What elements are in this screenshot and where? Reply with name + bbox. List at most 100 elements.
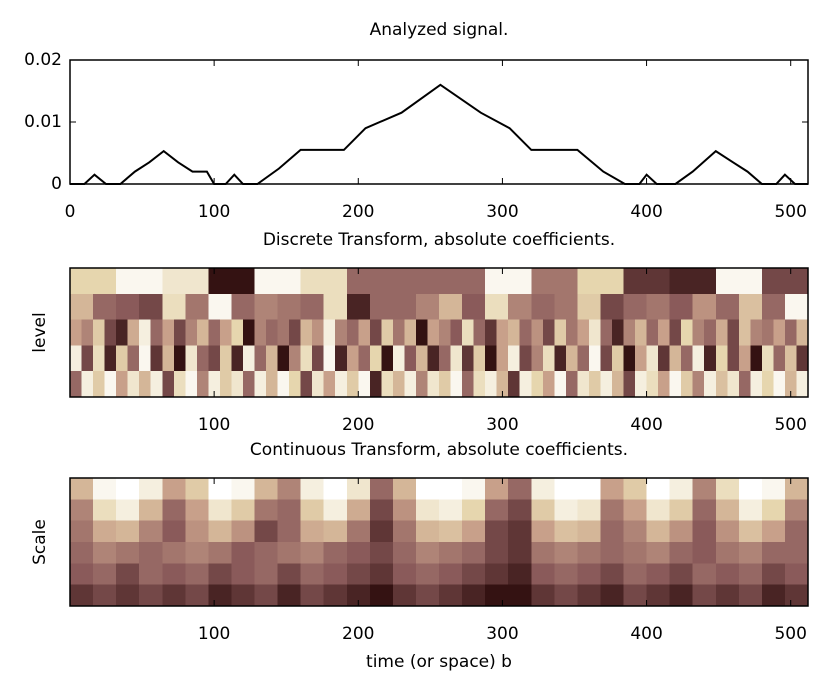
- cell: [196, 345, 209, 372]
- cell: [738, 478, 763, 500]
- cell: [554, 478, 578, 500]
- cell: [508, 478, 532, 500]
- cell: [796, 371, 809, 398]
- cell: [715, 293, 740, 321]
- cell: [254, 319, 267, 346]
- cell: [427, 371, 440, 398]
- cell: [346, 584, 371, 607]
- x-tick-label: 200: [342, 202, 374, 222]
- cell: [369, 371, 382, 398]
- cell: [496, 345, 509, 372]
- cell: [346, 542, 371, 564]
- cell: [93, 542, 117, 564]
- cell: [692, 499, 717, 522]
- cell: [104, 345, 117, 372]
- cell: [577, 371, 590, 398]
- cell: [242, 371, 255, 398]
- cell: [611, 319, 624, 346]
- cell: [116, 584, 140, 607]
- cell: [323, 371, 336, 398]
- cell: [81, 345, 94, 372]
- cell: [658, 371, 671, 398]
- x-tick-label: 100: [198, 624, 230, 644]
- cell: [208, 563, 232, 586]
- cell: [669, 584, 694, 607]
- cell: [508, 584, 532, 607]
- cell: [127, 345, 140, 372]
- y-tick-label: 0.01: [24, 112, 62, 132]
- cell: [70, 293, 94, 321]
- cell: [231, 542, 255, 564]
- cell: [784, 520, 809, 543]
- cell: [784, 542, 809, 564]
- cell: [600, 520, 624, 543]
- cell: [485, 268, 532, 295]
- cell: [185, 563, 209, 586]
- cell: [369, 319, 382, 346]
- cell: [669, 319, 682, 346]
- cell: [600, 542, 624, 564]
- cell: [439, 268, 486, 295]
- cell: [242, 319, 255, 346]
- cell: [462, 345, 475, 372]
- cell: [519, 319, 532, 346]
- cell: [208, 499, 232, 522]
- cell: [323, 345, 336, 372]
- cell: [369, 345, 382, 372]
- x-axis-label: time (or space) b: [366, 652, 512, 672]
- cell: [277, 478, 302, 500]
- cell: [784, 478, 809, 500]
- cell: [346, 319, 359, 346]
- cell: [635, 319, 648, 346]
- cell: [554, 542, 578, 564]
- cell: [116, 371, 129, 398]
- cell: [623, 293, 648, 321]
- cell: [196, 371, 209, 398]
- cell: [335, 345, 348, 372]
- cell: [542, 319, 555, 346]
- cell: [784, 345, 797, 372]
- cell: [300, 371, 313, 398]
- cell: [450, 319, 463, 346]
- cell: [312, 371, 325, 398]
- cell: [196, 319, 209, 346]
- cell: [623, 345, 636, 372]
- cell: [554, 584, 578, 607]
- cell: [508, 499, 532, 522]
- cell: [381, 371, 394, 398]
- x-tick-label: 400: [630, 415, 662, 435]
- cell: [462, 563, 486, 586]
- cell: [254, 584, 279, 607]
- cell: [185, 499, 209, 522]
- cell: [784, 499, 809, 522]
- cell: [415, 542, 440, 564]
- cell: [623, 563, 648, 586]
- cell: [646, 319, 659, 346]
- cell: [531, 293, 555, 321]
- cell: [623, 542, 648, 564]
- cell: [692, 478, 717, 500]
- cell: [415, 520, 440, 543]
- cell: [231, 563, 255, 586]
- cell: [577, 345, 590, 372]
- cell: [162, 478, 186, 500]
- cell: [704, 345, 717, 372]
- cell: [254, 293, 279, 321]
- signal-line: [70, 83, 808, 185]
- cell: [462, 371, 475, 398]
- x-tick-label: 200: [342, 415, 374, 435]
- cell: [404, 371, 417, 398]
- cell: [150, 371, 163, 398]
- cell: [439, 584, 463, 607]
- cell: [704, 371, 717, 398]
- cell: [658, 319, 671, 346]
- cell: [116, 520, 140, 543]
- cell: [70, 478, 94, 500]
- cell: [173, 345, 186, 372]
- y-axis-label: Scale: [30, 519, 50, 565]
- cell: [439, 478, 463, 500]
- cell: [185, 293, 209, 321]
- cell: [208, 345, 221, 372]
- cell: [427, 345, 440, 372]
- cell: [600, 345, 613, 372]
